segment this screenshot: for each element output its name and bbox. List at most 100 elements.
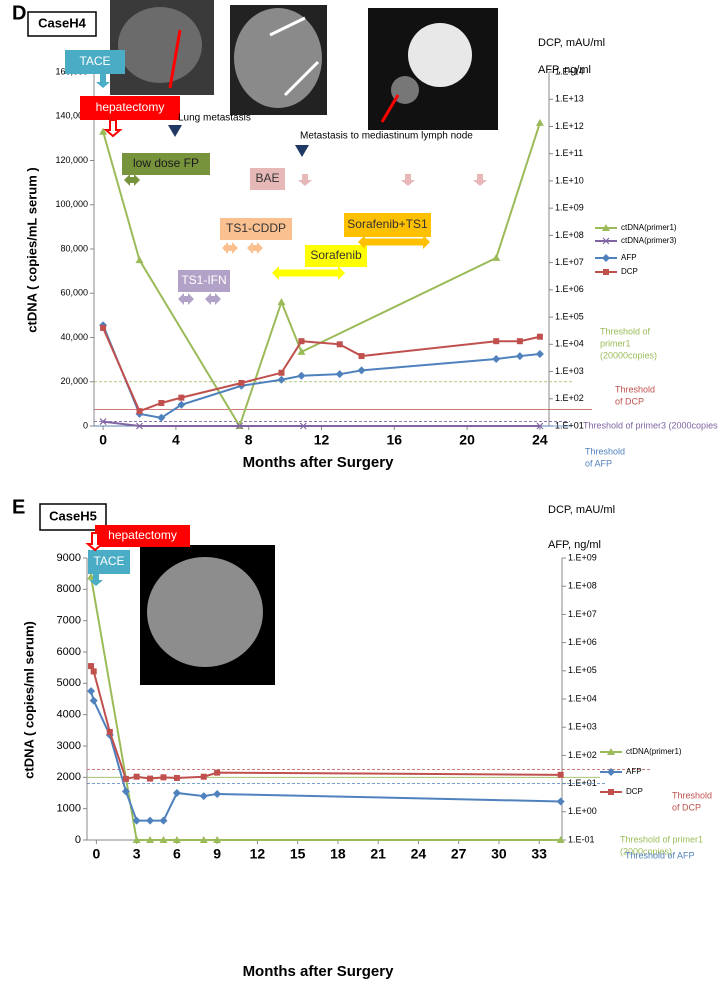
period-arrow bbox=[272, 266, 345, 280]
data-point bbox=[213, 789, 222, 798]
case-label: CaseH4 bbox=[38, 15, 86, 30]
y2-tick-label: 1.E+05 bbox=[568, 665, 597, 675]
pointer-arrow bbox=[380, 94, 400, 123]
data-point bbox=[535, 118, 544, 126]
annotation-label: Sorafenib bbox=[310, 248, 362, 262]
y-tick-label: 140,000 bbox=[55, 111, 88, 121]
y-tick-label: 6000 bbox=[57, 646, 81, 658]
y2-tick-label: 1.E+06 bbox=[568, 637, 597, 647]
threshold-label: Threshold of primer1 bbox=[620, 834, 703, 844]
y-tick-label: 9000 bbox=[57, 552, 81, 564]
data-point bbox=[214, 769, 221, 776]
y2-tick-label: 1.E+11 bbox=[555, 148, 583, 158]
threshold-label: (2000copies) bbox=[620, 846, 672, 856]
annotation-box bbox=[250, 168, 285, 190]
x-tick-label: 0 bbox=[99, 432, 107, 448]
legend-label: DCP bbox=[621, 267, 638, 276]
event-arrow bbox=[401, 174, 415, 186]
y2-axis-title: AFP, ng/ml bbox=[538, 64, 591, 76]
period-arrow bbox=[222, 242, 238, 254]
case-label-box bbox=[27, 11, 97, 37]
ct-image bbox=[234, 8, 322, 108]
data-point bbox=[492, 253, 501, 261]
y-tick-label: 7000 bbox=[57, 615, 81, 627]
x-tick-label: 20 bbox=[459, 432, 475, 448]
threshold-label: Threshold bbox=[672, 790, 712, 800]
y2-tick-label: 1.E+05 bbox=[555, 311, 584, 321]
x-tick-label: 21 bbox=[370, 846, 386, 862]
data-point bbox=[199, 836, 208, 843]
x-tick-label: 18 bbox=[330, 846, 346, 862]
y2-tick-label: 1.E+07 bbox=[555, 257, 584, 267]
y2-tick-label: 1.E+12 bbox=[555, 121, 584, 131]
data-point bbox=[357, 366, 366, 375]
y2-tick-label: 1.E+03 bbox=[555, 366, 584, 376]
y-tick-label: 0 bbox=[83, 420, 88, 430]
y2-tick-label: 1.E+02 bbox=[568, 750, 597, 760]
data-point bbox=[335, 370, 344, 379]
threshold-label: Threshold of AFP bbox=[625, 850, 695, 860]
event-arrow bbox=[96, 74, 110, 88]
period-arrow bbox=[205, 293, 221, 305]
legend-marker bbox=[608, 789, 614, 795]
y2-axis-title: DCP, mAU/ml bbox=[538, 37, 605, 49]
data-point bbox=[146, 836, 155, 843]
data-point bbox=[159, 836, 168, 843]
data-point bbox=[177, 400, 186, 409]
data-point bbox=[106, 728, 113, 735]
data-point bbox=[535, 350, 544, 359]
y-tick-label: 1000 bbox=[57, 803, 81, 815]
event-arrow bbox=[103, 119, 123, 138]
y-axis-title: ctDNA ( copies/mL serum ) bbox=[24, 167, 39, 332]
legend-marker bbox=[602, 237, 610, 245]
data-point bbox=[135, 256, 144, 264]
data-point bbox=[199, 792, 208, 801]
legend-label: AFP bbox=[626, 767, 642, 776]
y2-tick-label: 1.E+01 bbox=[568, 778, 597, 788]
data-point bbox=[297, 347, 306, 355]
data-point bbox=[172, 836, 181, 843]
period-arrow bbox=[247, 242, 263, 254]
y2-tick-label: 1.E+06 bbox=[555, 284, 584, 294]
y2-tick-label: 1.E+10 bbox=[555, 175, 584, 185]
threshold-label: Threshold of bbox=[600, 326, 651, 336]
y-tick-label: 40,000 bbox=[60, 332, 88, 342]
y2-tick-label: 1.E+09 bbox=[555, 203, 584, 213]
event-arrow bbox=[298, 174, 312, 186]
pointer-arrow bbox=[168, 29, 182, 89]
x-tick-label: 24 bbox=[532, 432, 548, 448]
data-point bbox=[99, 127, 108, 135]
x-tick-label: 6 bbox=[173, 846, 181, 862]
data-point bbox=[493, 338, 500, 345]
data-point bbox=[99, 418, 107, 425]
case-label: CaseH5 bbox=[49, 508, 97, 523]
annotation-label: TS1-CDDP bbox=[226, 221, 286, 235]
y2-tick-label: 1.E-01 bbox=[568, 834, 595, 844]
threshold-label: Threshold bbox=[585, 446, 625, 456]
annotation-label: TS1-IFN bbox=[181, 273, 226, 287]
annotation-box bbox=[88, 550, 130, 574]
x-tick-label: 15 bbox=[290, 846, 306, 862]
y2-tick-label: 1.E+01 bbox=[555, 420, 584, 430]
legend-marker bbox=[607, 748, 615, 755]
y2-axis-title: AFP, ng/ml bbox=[548, 539, 601, 551]
legend-marker bbox=[602, 254, 610, 262]
pointer-arrow bbox=[269, 16, 306, 37]
data-point bbox=[213, 836, 222, 843]
annotation-box bbox=[80, 96, 180, 120]
data-point bbox=[132, 816, 141, 825]
series-line bbox=[102, 327, 541, 413]
annotation-box bbox=[122, 153, 210, 175]
data-point bbox=[90, 668, 97, 675]
data-point bbox=[136, 422, 143, 430]
data-point bbox=[299, 422, 307, 430]
event-arrow bbox=[89, 574, 103, 586]
data-point bbox=[492, 354, 501, 363]
data-point bbox=[147, 775, 154, 782]
y2-tick-label: 1.E+08 bbox=[555, 230, 584, 240]
y2-axis-title: DCP, mAU/ml bbox=[548, 504, 615, 516]
period-arrow bbox=[358, 235, 430, 249]
annotation-label: TACE bbox=[79, 54, 110, 68]
event-arrow bbox=[85, 532, 105, 552]
data-point bbox=[132, 836, 141, 843]
